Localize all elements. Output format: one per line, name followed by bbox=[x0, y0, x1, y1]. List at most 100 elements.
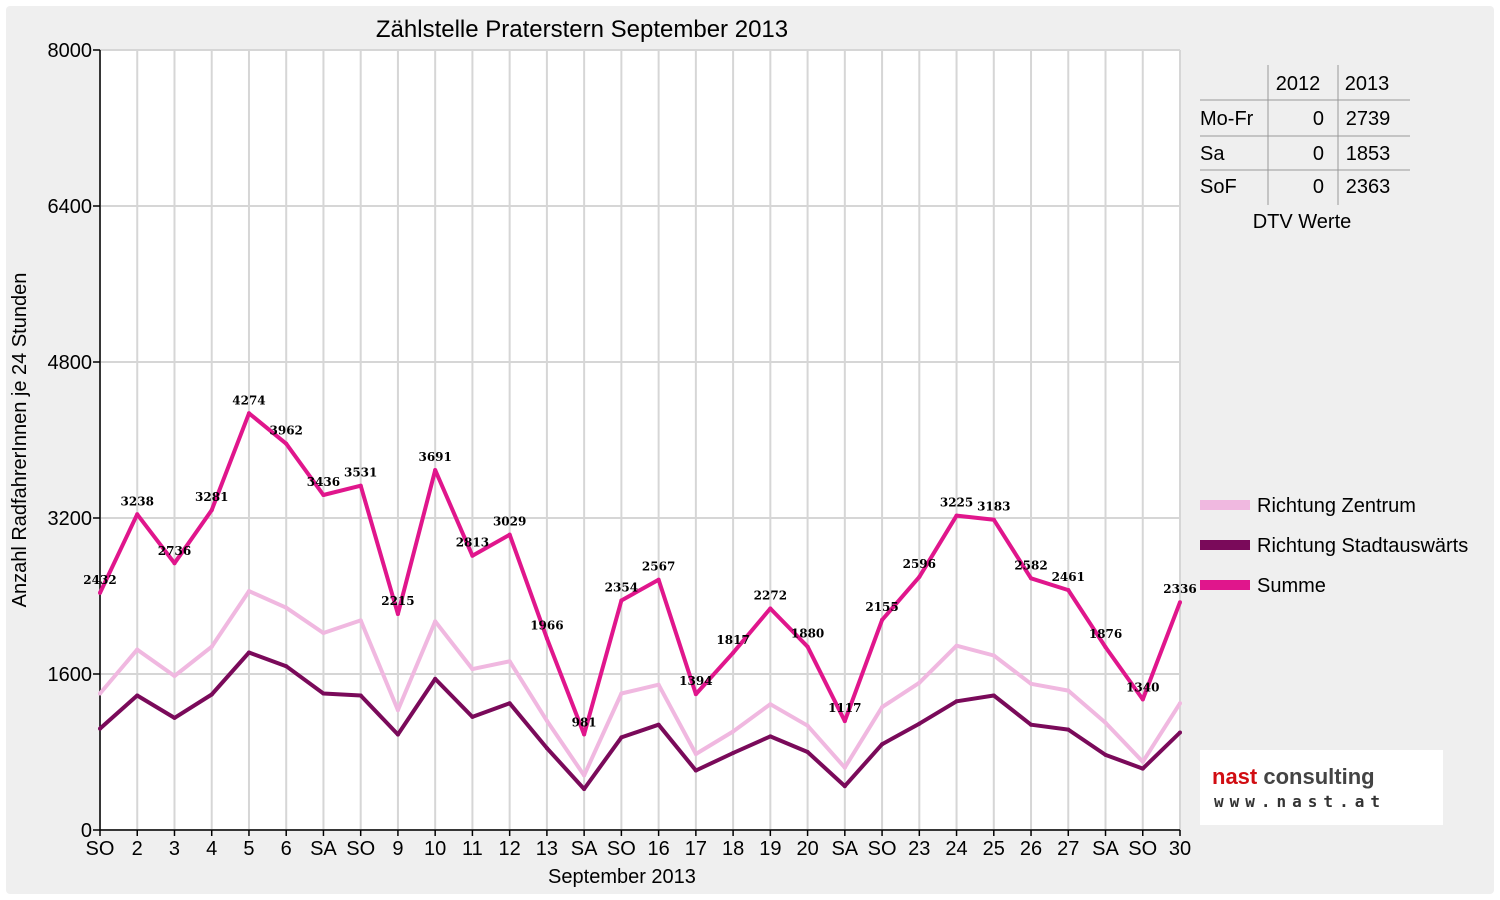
data-point bbox=[693, 751, 698, 756]
legend-label: Summe bbox=[1257, 575, 1326, 597]
data-point bbox=[805, 750, 810, 754]
data-point bbox=[544, 746, 549, 751]
logo-word-consulting: consulting bbox=[1263, 764, 1375, 789]
data-label: 2354 bbox=[605, 580, 638, 594]
data-point bbox=[1066, 588, 1071, 593]
data-point bbox=[1140, 759, 1145, 764]
data-point bbox=[582, 773, 587, 778]
data-point bbox=[954, 699, 959, 704]
data-point bbox=[954, 513, 959, 518]
data-label: 3531 bbox=[344, 466, 377, 480]
y-tick-label: 3200 bbox=[48, 508, 93, 530]
data-point bbox=[1103, 752, 1108, 757]
data-point bbox=[135, 512, 140, 517]
data-point bbox=[172, 561, 177, 566]
dtv-table: 2012 2013 Mo-Fr 0 2739 Sa 0 1853 SoF 0 2… bbox=[1200, 65, 1410, 233]
x-tick-label: 6 bbox=[281, 838, 292, 860]
dtv-cell: 0 bbox=[1313, 108, 1324, 130]
data-label: 981 bbox=[572, 715, 597, 729]
data-point bbox=[991, 653, 996, 658]
data-point bbox=[731, 650, 736, 655]
legend: Richtung Zentrum Richtung Stadtauswärts Su… bbox=[1200, 495, 1468, 597]
x-tick-label: 26 bbox=[1020, 838, 1042, 860]
x-tick-label: 18 bbox=[722, 838, 744, 860]
data-point bbox=[1066, 688, 1071, 693]
data-point bbox=[954, 643, 959, 648]
data-label: 1394 bbox=[679, 674, 712, 688]
data-point bbox=[135, 693, 140, 698]
series-line bbox=[98, 650, 1182, 791]
data-point bbox=[1029, 576, 1034, 581]
data-point bbox=[284, 605, 289, 610]
data-point bbox=[619, 691, 624, 696]
data-point bbox=[433, 619, 438, 624]
y-tick-label: 8000 bbox=[48, 40, 93, 62]
x-tick-label: SA bbox=[310, 838, 337, 860]
data-point bbox=[1103, 720, 1108, 725]
data-label: 2567 bbox=[642, 560, 675, 574]
data-point bbox=[693, 768, 698, 773]
data-point bbox=[1178, 730, 1182, 735]
data-point bbox=[731, 729, 736, 734]
data-point bbox=[582, 732, 587, 737]
data-label: 3691 bbox=[418, 450, 451, 464]
data-point bbox=[768, 606, 773, 611]
data-point bbox=[842, 784, 847, 789]
data-point bbox=[1178, 600, 1182, 605]
data-point bbox=[135, 647, 140, 652]
data-point bbox=[1140, 766, 1145, 771]
data-point bbox=[284, 664, 289, 669]
data-point bbox=[470, 667, 475, 672]
data-point bbox=[656, 682, 661, 687]
data-point bbox=[433, 468, 438, 473]
data-point bbox=[656, 722, 661, 727]
dtv-row-label: Sa bbox=[1200, 143, 1225, 165]
data-label: 1340 bbox=[1126, 680, 1159, 694]
y-axis: 0 1600 3200 4800 6400 8000 bbox=[48, 40, 101, 842]
data-label: 2336 bbox=[1163, 582, 1196, 596]
x-tick-label: SO bbox=[86, 838, 115, 860]
data-point bbox=[172, 715, 177, 720]
x-tick-label: 9 bbox=[392, 838, 403, 860]
data-point bbox=[395, 708, 400, 713]
data-point bbox=[917, 680, 922, 685]
x-tick-label: 2 bbox=[132, 838, 143, 860]
data-label: 2596 bbox=[903, 557, 936, 571]
x-tick-label: 25 bbox=[983, 838, 1005, 860]
data-point bbox=[209, 508, 214, 513]
data-point bbox=[358, 483, 363, 488]
data-label: 2461 bbox=[1052, 570, 1085, 584]
data-point bbox=[1029, 722, 1034, 727]
data-point bbox=[805, 644, 810, 649]
x-tick-label: 30 bbox=[1169, 838, 1191, 860]
x-tick-label: 23 bbox=[908, 838, 930, 860]
data-point bbox=[544, 636, 549, 641]
data-point bbox=[433, 676, 438, 681]
data-label: 3225 bbox=[940, 496, 973, 510]
x-tick-label: 20 bbox=[796, 838, 818, 860]
data-point bbox=[246, 411, 251, 416]
x-tick-label: SO bbox=[868, 838, 897, 860]
data-label: 2215 bbox=[381, 594, 414, 608]
x-tick-label: 3 bbox=[169, 838, 180, 860]
legend-swatch bbox=[1200, 500, 1250, 510]
data-label: 2155 bbox=[865, 600, 898, 614]
data-point bbox=[507, 659, 512, 664]
dtv-row-label: Mo-Fr bbox=[1200, 108, 1254, 130]
legend-swatch bbox=[1200, 540, 1250, 550]
y-tick-label: 0 bbox=[81, 820, 92, 842]
y-axis-label: Anzahl RadfahrerInnen je 24 Stunden bbox=[9, 273, 31, 608]
data-point bbox=[321, 691, 326, 696]
x-axis-label: September 2013 bbox=[548, 866, 696, 888]
data-point bbox=[917, 721, 922, 726]
x-axis: SO 2 3 4 5 6 SA SO 9 10 11 12 13 SA SO 16 17 18 19 20 SA SO 23… bbox=[86, 829, 1191, 860]
y-tick-label: 6400 bbox=[48, 196, 93, 218]
data-point bbox=[619, 735, 624, 740]
data-label: 2582 bbox=[1014, 558, 1047, 572]
data-label: 3183 bbox=[977, 500, 1010, 514]
data-label: 1876 bbox=[1089, 627, 1122, 641]
data-label: 1966 bbox=[530, 618, 563, 632]
dtv-header-2013: 2013 bbox=[1345, 73, 1390, 95]
data-label: 2813 bbox=[456, 536, 489, 550]
data-point bbox=[768, 702, 773, 707]
